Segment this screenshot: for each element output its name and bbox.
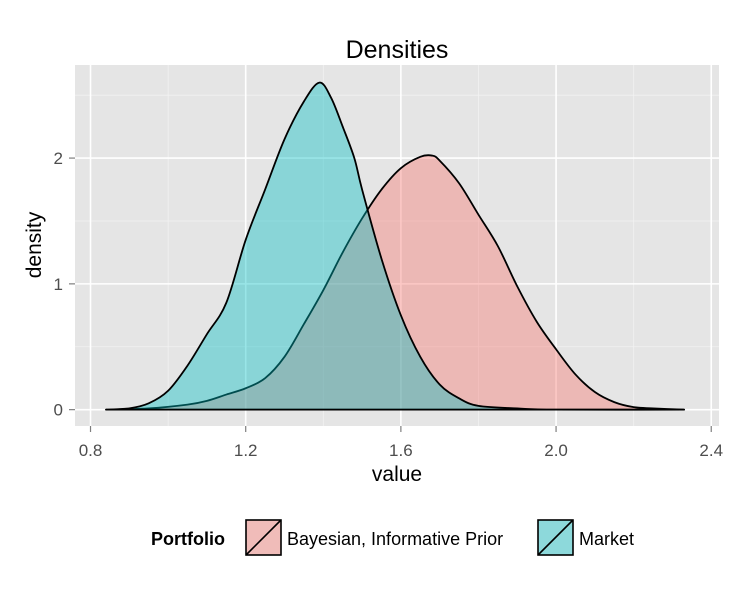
x-tick-label: 0.8 [79, 441, 103, 460]
y-tick-label: 2 [54, 149, 63, 168]
y-tick-label: 1 [54, 275, 63, 294]
legend-label-market: Market [579, 529, 634, 549]
density-areas [105, 81, 685, 411]
density-area-bayesian [105, 154, 685, 411]
chart-title: Densities [346, 36, 449, 64]
x-tick-label: 1.2 [234, 441, 258, 460]
x-tick-label: 2.0 [544, 441, 568, 460]
legend-item-bayesian: Bayesian, Informative Prior [244, 518, 503, 557]
legend: Portfolio Bayesian, Informative Prior Ma… [151, 518, 634, 557]
legend-slash-bayesian [245, 519, 282, 556]
x-axis-title: value [372, 463, 422, 486]
x-axis: 0.8 1.2 1.6 2.0 2.4 [79, 426, 723, 460]
grid-major [75, 65, 719, 426]
grid-minor [75, 65, 719, 426]
y-tick-label: 0 [54, 401, 63, 420]
legend-title: Portfolio [151, 529, 225, 549]
x-tick-label: 1.6 [389, 441, 413, 460]
density-area-market [105, 81, 685, 411]
x-tick-label: 2.4 [699, 441, 723, 460]
y-axis-title: density [23, 211, 46, 278]
legend-label-bayesian: Bayesian, Informative Prior [287, 529, 503, 549]
legend-item-market: Market [536, 518, 634, 557]
legend-slash-market [537, 519, 574, 556]
y-axis: 0 1 2 [54, 149, 75, 420]
plot-panel [75, 65, 719, 426]
